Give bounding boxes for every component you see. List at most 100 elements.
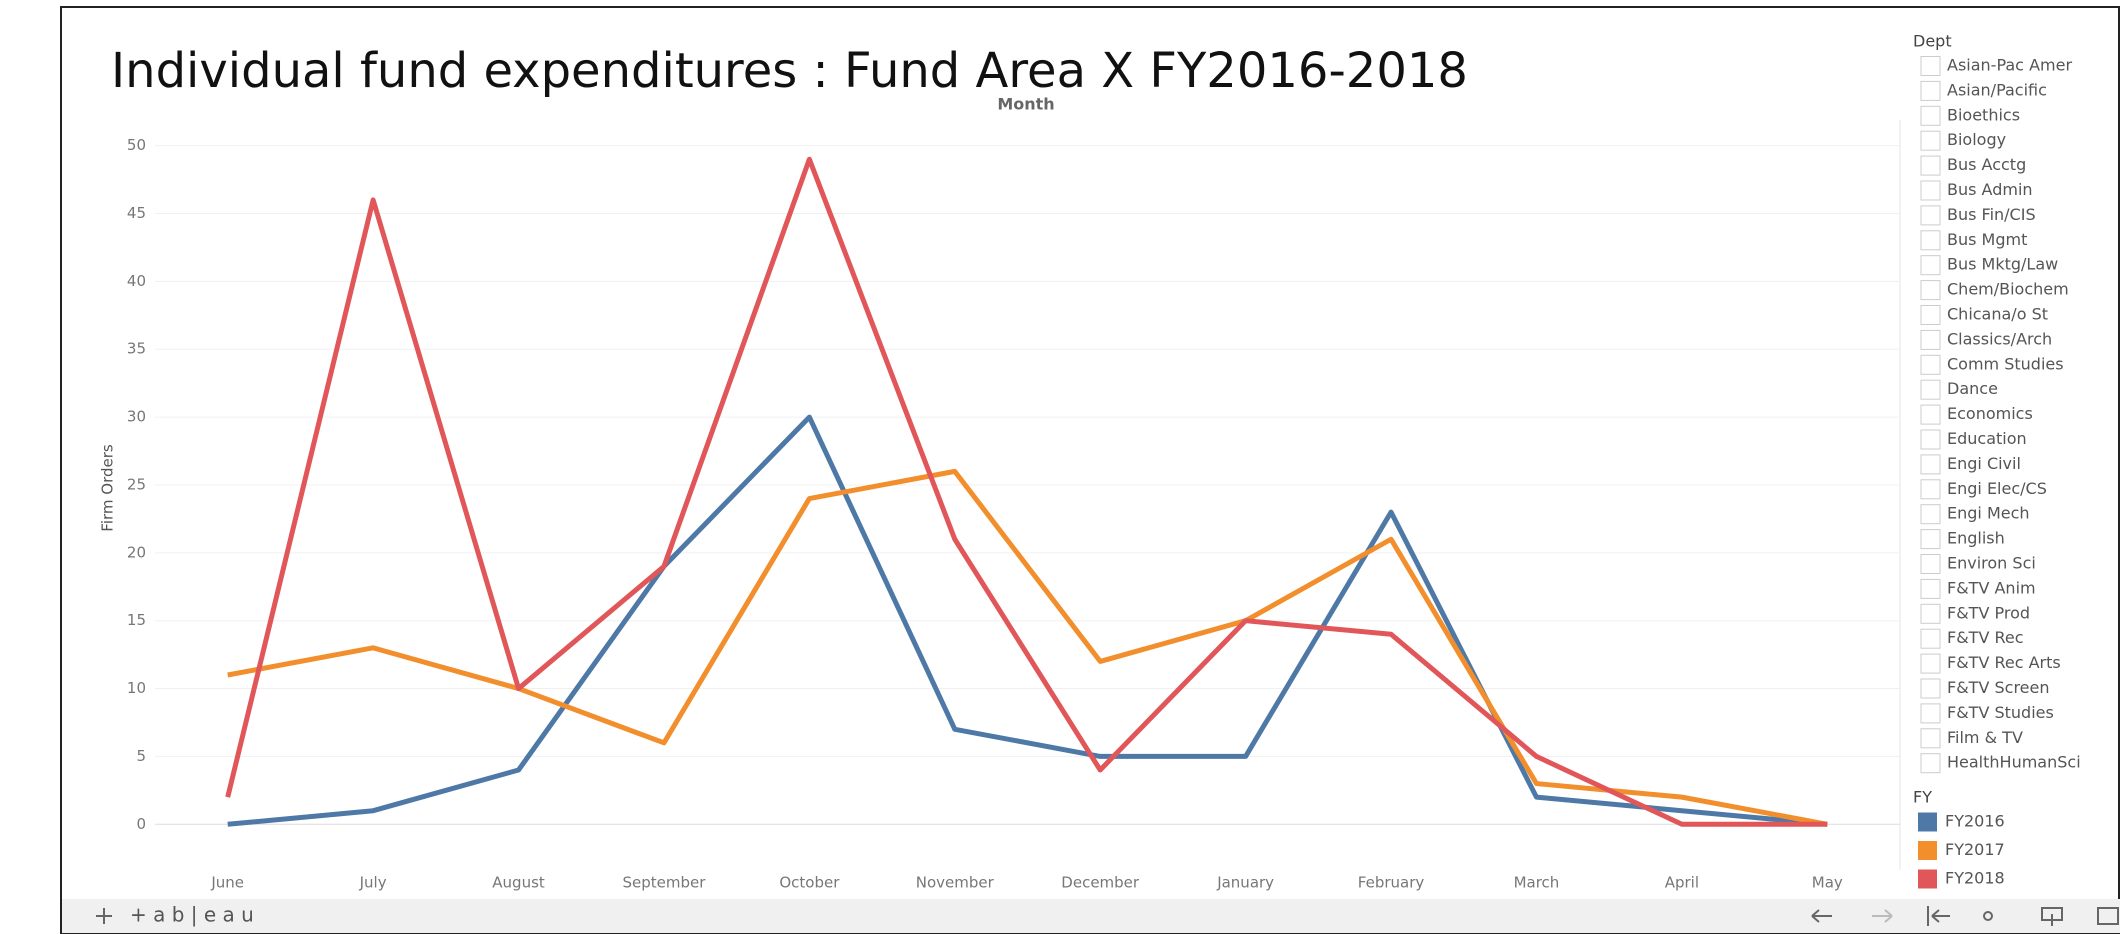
dept-checkbox[interactable] [1920, 479, 1941, 500]
y-tick-label: 0 [136, 815, 146, 833]
dept-label: Bus Mgmt [1947, 230, 2027, 249]
dept-checkbox[interactable] [1920, 130, 1941, 151]
share[interactable] [1983, 911, 1993, 921]
frame [60, 6, 2120, 934]
dept-label: Chicana/o St [1947, 305, 2048, 324]
x-axis-title: Month [997, 95, 1054, 114]
dept-label: Classics/Arch [1947, 329, 2052, 348]
dept-label: Asian-Pac Amer [1947, 56, 2072, 75]
x-tick-label: September [622, 874, 706, 892]
brand: + a b | e a u [130, 903, 254, 927]
dept-label: Bus Admin [1947, 180, 2033, 199]
y-tick-label: 35 [127, 340, 146, 358]
dept-checkbox[interactable] [1920, 603, 1941, 624]
dept-label: F&TV Prod [1947, 603, 2030, 622]
dept-label: English [1947, 529, 2005, 548]
dept-label: Engi Mech [1947, 504, 2030, 523]
x-tick-label: October [779, 874, 840, 892]
dept-label: Chem/Biochem [1947, 280, 2069, 299]
x-tick-label: August [492, 874, 545, 892]
dept-label: F&TV Studies [1947, 703, 2054, 722]
toolbar [62, 899, 2120, 933]
dept-checkbox[interactable] [1920, 504, 1941, 525]
dept-checkbox[interactable] [1920, 280, 1941, 301]
x-tick-label: April [1665, 874, 1699, 892]
x-tick-label: July [359, 874, 387, 892]
x-tick-label: May [1812, 874, 1843, 892]
dept-label: Bus Fin/CIS [1947, 205, 2036, 224]
dept-checkbox[interactable] [1920, 429, 1941, 450]
dept-label: HealthHumanSci [1947, 753, 2081, 772]
undo[interactable] [1811, 909, 1832, 923]
logo-icon [96, 908, 112, 924]
legend-swatch [1918, 841, 1937, 860]
dept-checkbox[interactable] [1920, 205, 1941, 226]
redo[interactable] [1872, 909, 1893, 923]
dept-checkbox[interactable] [1920, 56, 1941, 76]
fullscreen[interactable] [2097, 907, 2119, 925]
dept-checkbox[interactable] [1920, 653, 1941, 674]
dept-checkbox[interactable] [1920, 404, 1941, 425]
dept-label: Engi Elec/CS [1947, 479, 2047, 498]
series-line [227, 468, 1828, 827]
dept-checkbox[interactable] [1920, 578, 1941, 599]
dept-checkbox[interactable] [1920, 703, 1941, 724]
dept-checkbox[interactable] [1920, 105, 1941, 126]
y-tick-label: 15 [127, 611, 146, 629]
dept-label: Bus Mktg/Law [1947, 255, 2058, 274]
x-tick-label: March [1514, 874, 1560, 892]
dept-checkbox[interactable] [1920, 678, 1941, 699]
dept-checkbox[interactable] [1920, 305, 1941, 325]
y-tick-label: 30 [127, 408, 146, 426]
y-tick-label: 5 [136, 747, 146, 765]
dept-label: Bioethics [1947, 105, 2020, 124]
toolbar-icons [96, 906, 2119, 926]
dept-checkbox[interactable] [1920, 529, 1941, 550]
dept-checkbox[interactable] [1920, 554, 1941, 574]
dept-label: Engi Civil [1947, 454, 2021, 473]
x-tick-label: December [1061, 874, 1140, 892]
series-line [225, 156, 1828, 827]
dept-checkbox[interactable] [1920, 379, 1941, 400]
y-tick-label: 45 [127, 204, 146, 222]
dept-label: Environ Sci [1947, 554, 2036, 573]
y-tick-label: 40 [127, 272, 146, 290]
dept-label: F&TV Anim [1947, 578, 2036, 597]
dept-checkbox[interactable] [1920, 80, 1941, 101]
dept-label: Education [1947, 429, 2027, 448]
dept-checkbox[interactable] [1920, 155, 1941, 176]
y-axis-title: Firm Orders [99, 444, 117, 532]
dept-label: Dance [1947, 379, 1998, 398]
y-tick-label: 50 [127, 136, 146, 154]
dept-checkbox[interactable] [1920, 454, 1941, 475]
y-tick-label: 20 [127, 543, 146, 561]
dept-checkbox[interactable] [1920, 753, 1941, 774]
dept-checkbox[interactable] [1920, 628, 1941, 649]
dept-checkbox[interactable] [1920, 329, 1941, 350]
legend-label: FY2017 [1945, 840, 2005, 859]
legend-label: FY2016 [1945, 812, 2005, 831]
legend-title: FY [1913, 788, 1932, 807]
revert[interactable] [1927, 906, 1950, 926]
dept-label: F&TV Rec [1947, 628, 2024, 647]
series-line [227, 414, 1828, 827]
legend-swatch [1918, 869, 1937, 889]
dept-checkbox[interactable] [1920, 180, 1941, 201]
legend-swatch [1918, 812, 1937, 832]
dept-checkbox[interactable] [1920, 230, 1941, 251]
dept-checkbox[interactable] [1920, 728, 1941, 749]
dept-label: Economics [1947, 404, 2033, 423]
y-tick-label: 10 [127, 679, 146, 697]
dept-checkbox[interactable] [1920, 354, 1941, 375]
filter-title: Dept [1913, 32, 1952, 51]
y-tick-label: 25 [127, 475, 146, 493]
dept-label: F&TV Screen [1947, 678, 2050, 697]
x-tick-label: January [1216, 874, 1274, 892]
dept-label: Asian/Pacific [1947, 80, 2047, 99]
dept-label: Biology [1947, 130, 2006, 149]
x-tick-label: February [1358, 874, 1425, 892]
dept-checkbox[interactable] [1920, 255, 1941, 276]
dept-label: Bus Acctg [1947, 155, 2026, 174]
download[interactable] [2041, 907, 2063, 926]
